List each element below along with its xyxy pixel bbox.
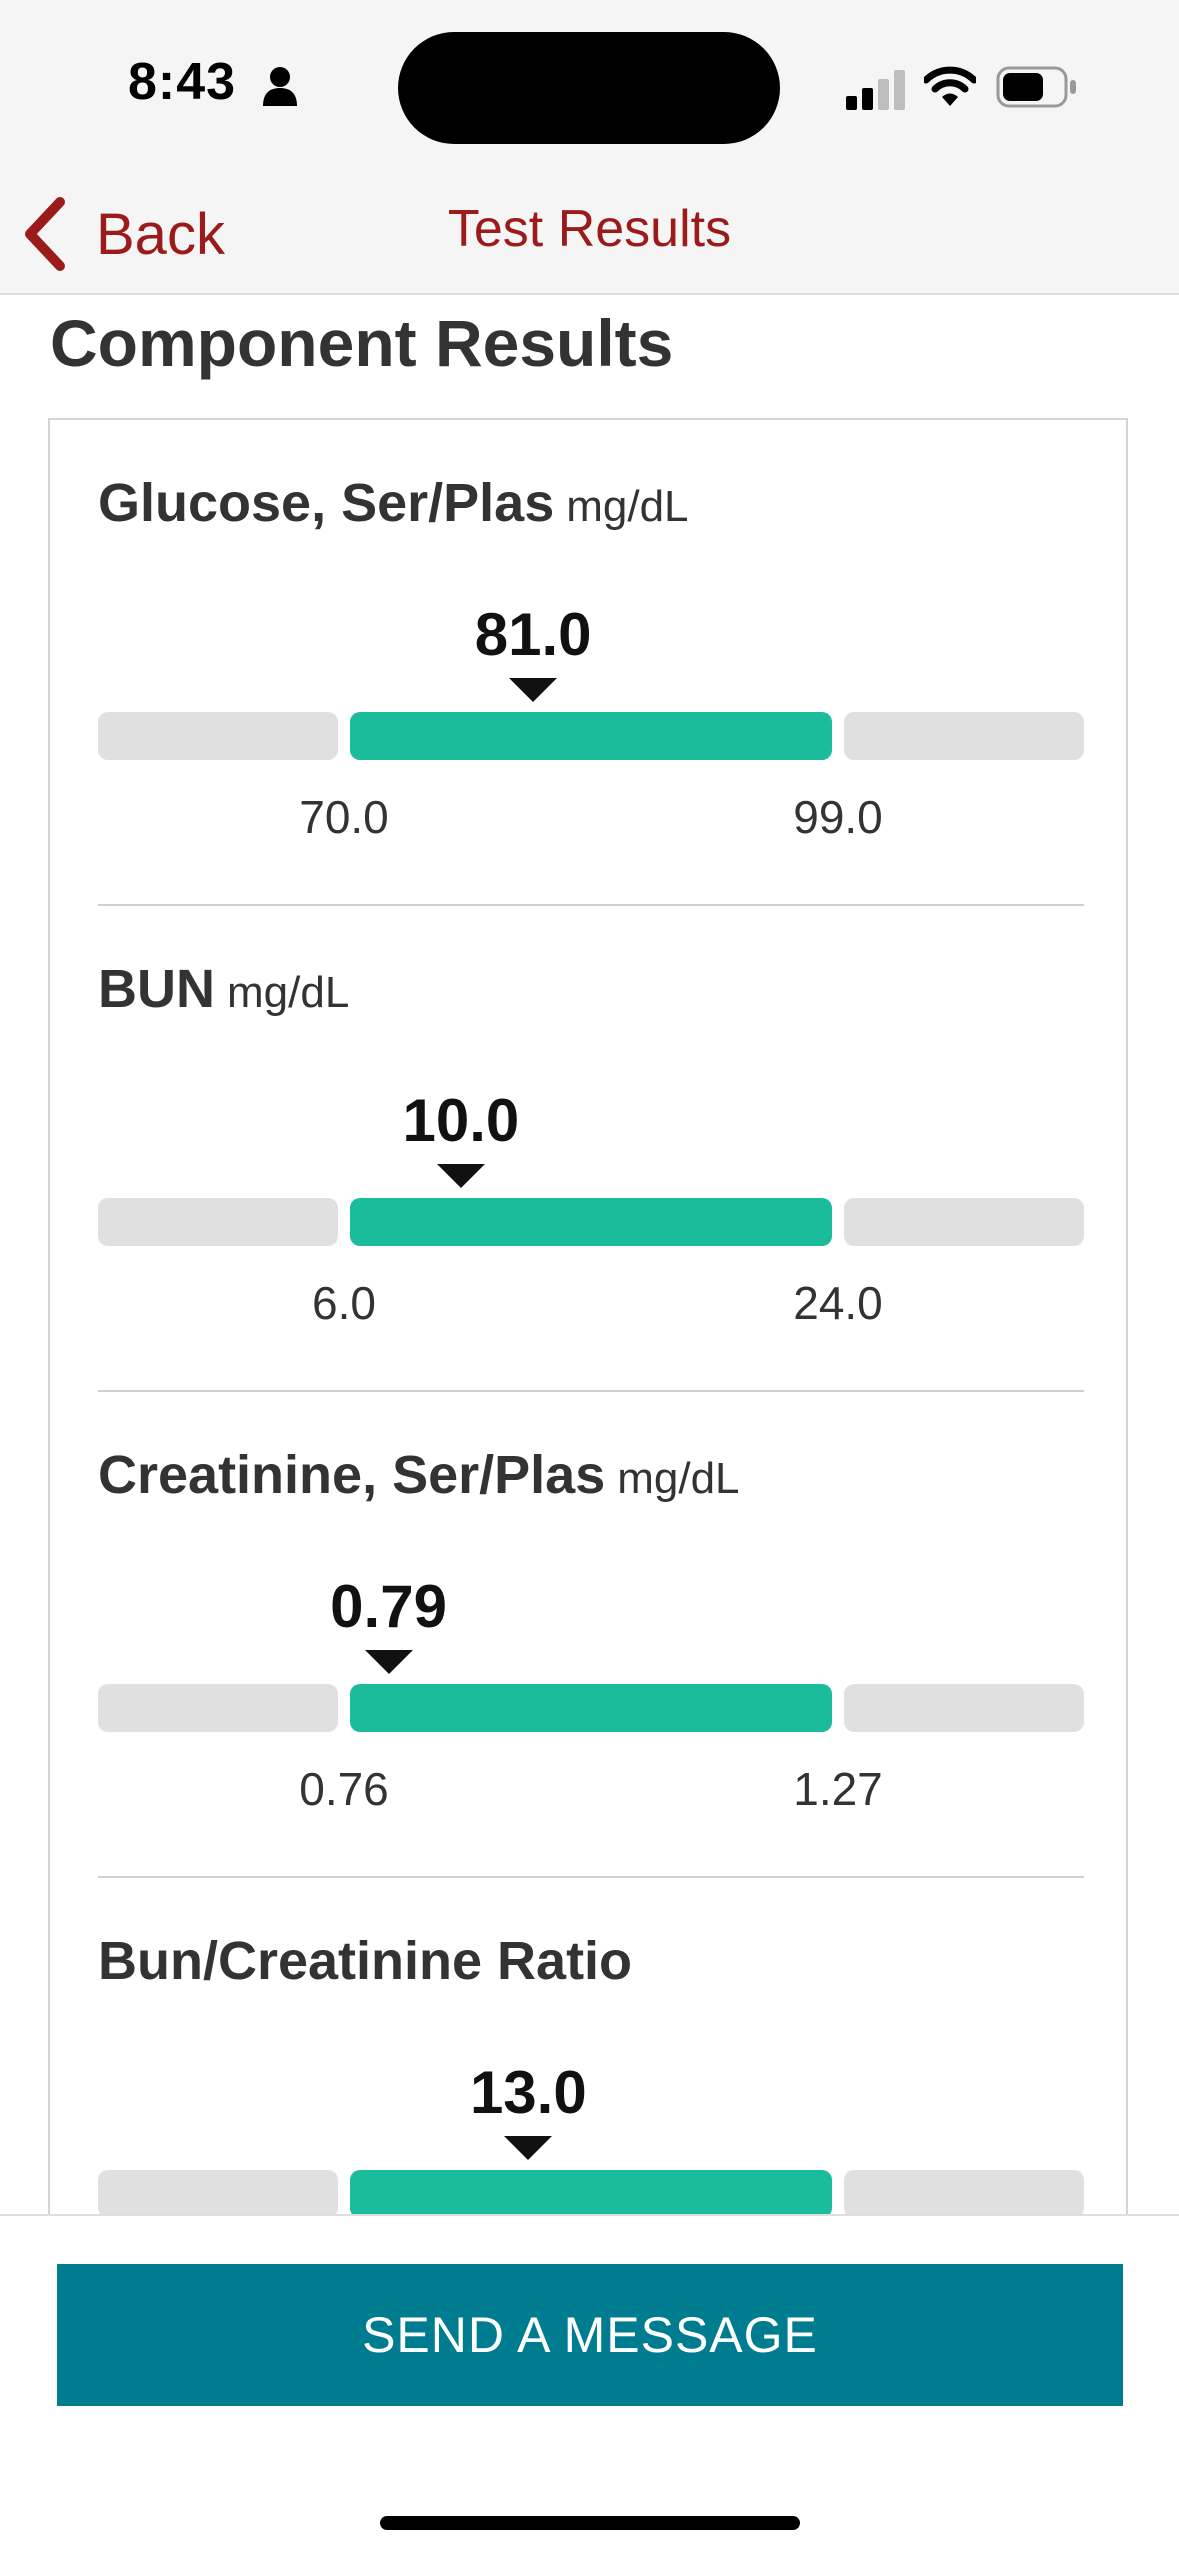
range-bar-low <box>98 1684 338 1732</box>
result-title: BUN mg/dL <box>98 958 349 1020</box>
result-value: 0.79 <box>330 1573 447 1640</box>
range-low-label: 6.0 <box>312 1277 376 1329</box>
results-card: Glucose, Ser/Plas mg/dL 81.0 70.0 99.0 BU… <box>48 418 1128 2218</box>
wifi-icon <box>924 66 976 106</box>
home-indicator[interactable] <box>380 2516 800 2530</box>
cellular-signal-icon <box>846 70 905 110</box>
person-icon <box>263 67 297 106</box>
result-item: Bun/Creatinine Ratio 13.0 <box>98 1878 1084 2218</box>
divider <box>98 904 1084 906</box>
range-bar-normal <box>350 2170 832 2218</box>
divider <box>98 1876 1084 1878</box>
range-high-label: 99.0 <box>793 791 883 843</box>
back-label: Back <box>96 201 225 267</box>
navigation-bar: Back Test Results <box>0 175 1179 295</box>
status-time: 8:43 <box>128 53 237 111</box>
result-value: 13.0 <box>469 2059 587 2126</box>
range-bar-high <box>844 2170 1084 2218</box>
chevron-left-icon <box>25 197 65 271</box>
back-button[interactable]: Back <box>20 189 225 279</box>
send-message-button[interactable]: SEND A MESSAGE <box>57 2264 1123 2406</box>
range-bar-high <box>844 1684 1084 1732</box>
result-unit: mg/dL <box>617 1454 740 1503</box>
battery-icon <box>996 66 1076 108</box>
value-pointer-icon <box>436 1164 485 1188</box>
value-pointer-icon <box>504 2136 553 2160</box>
range-high-label: 24.0 <box>793 1277 883 1329</box>
result-value: 10.0 <box>402 1087 520 1154</box>
result-title: Bun/Creatinine Ratio <box>98 1930 644 1992</box>
result-name: BUN <box>98 959 215 1019</box>
page-title: Test Results <box>447 200 732 258</box>
result-value: 81.0 <box>474 601 592 668</box>
result-unit: mg/dL <box>227 968 350 1017</box>
value-pointer-icon <box>364 1650 413 1674</box>
range-high-label: 1.27 <box>793 1763 883 1815</box>
range-low-label: 70.0 <box>299 791 389 843</box>
range-bar-low <box>98 2170 338 2218</box>
result-title: Glucose, Ser/Plas mg/dL <box>98 472 689 534</box>
value-pointer-icon <box>509 678 558 702</box>
range-bar-normal <box>350 1684 832 1732</box>
status-bar: 8:43 <box>0 0 1179 175</box>
range-bar-low <box>98 712 338 760</box>
range-bar-high <box>844 1198 1084 1246</box>
range-bar-low <box>98 1198 338 1246</box>
result-item: Glucose, Ser/Plas mg/dL 81.0 70.0 99.0 <box>98 420 1084 906</box>
range-low-label: 0.76 <box>299 1763 389 1815</box>
divider <box>98 1390 1084 1392</box>
range-bar-normal <box>350 712 832 760</box>
range-bar-high <box>844 712 1084 760</box>
result-unit: mg/dL <box>566 482 689 531</box>
result-name: Bun/Creatinine Ratio <box>98 1931 633 1991</box>
range-bar-normal <box>350 1198 832 1246</box>
result-item: Creatinine, Ser/Plas mg/dL 0.79 0.76 1.27 <box>98 1392 1084 1878</box>
dynamic-island <box>398 32 780 144</box>
section-heading: Component Results <box>50 306 674 380</box>
result-item: BUN mg/dL 10.0 6.0 24.0 <box>98 906 1084 1392</box>
bottom-action-area: SEND A MESSAGE <box>0 2214 1179 2558</box>
result-title: Creatinine, Ser/Plas mg/dL <box>98 1444 740 1506</box>
result-name: Glucose, Ser/Plas <box>98 473 555 533</box>
result-name: Creatinine, Ser/Plas <box>98 1445 606 1505</box>
